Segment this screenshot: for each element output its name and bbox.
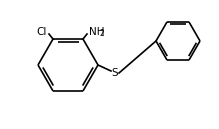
Text: S: S bbox=[112, 68, 118, 78]
Text: 2: 2 bbox=[99, 29, 104, 38]
Text: Cl: Cl bbox=[37, 27, 47, 37]
Text: NH: NH bbox=[89, 27, 104, 37]
